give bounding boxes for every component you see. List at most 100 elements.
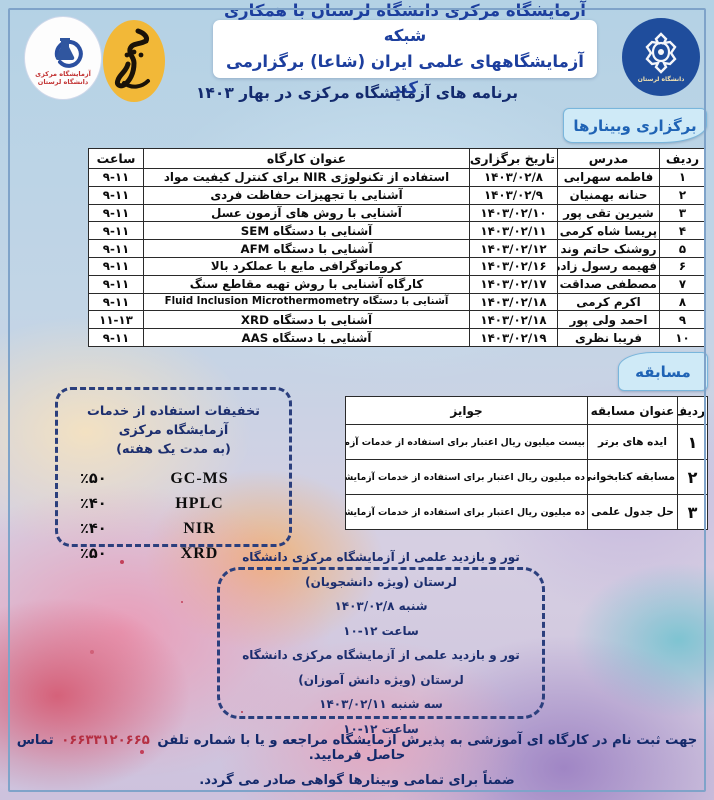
prize-cell: بیست میلیون ریال اعتبار برای استفاده از … bbox=[345, 424, 588, 460]
webinar-row: ۲ حنانه بهمنیان ۱۴۰۳/۰۲/۹ آشنایی با تجهیزات… bbox=[88, 185, 706, 205]
poster-title: آزمایشگاه مرکزی دانشگاه لرستان با همکاری… bbox=[213, 1, 597, 97]
webinar-row: ۶ فهیمه رسول زاده ۱۴۰۳/۰۲/۱۶ کروماتوگرافی م… bbox=[88, 256, 706, 276]
shaa-calligraphy-icon bbox=[115, 28, 150, 89]
webinar-row: ۹ احمد ولی پور ۱۴۰۳/۰۲/۱۸ آشنایی با دستگاه … bbox=[88, 310, 706, 330]
date-cell: ۱۴۰۳/۰۲/۱۰ bbox=[469, 203, 558, 223]
date-cell: ۱۴۰۳/۰۲/۱۲ bbox=[469, 239, 558, 258]
competition-row: ۳ حل جدول علمی ده میلیون ریال اعتبار برای … bbox=[345, 494, 708, 530]
date-cell: ۱۴۰۳/۰۲/۱۱ bbox=[469, 221, 558, 241]
date-cell: ۱۴۰۳/۰۲/۱۶ bbox=[469, 256, 558, 276]
title-cell: آشنایی با دستگاه SEM bbox=[143, 221, 470, 241]
discount-percent: ٪۵۰ bbox=[80, 546, 107, 563]
date-cell: ۱۴۰۳/۰۲/۹ bbox=[469, 185, 558, 205]
paint-splatter bbox=[120, 560, 124, 564]
poster-title-line1: آزمایشگاه مرکزی دانشگاه لرستان با همکاری… bbox=[224, 0, 586, 46]
discount-item: ٪۴۰ HPLC bbox=[58, 492, 289, 517]
row-number-cell: ۴ bbox=[659, 221, 706, 241]
row-number-cell: ۸ bbox=[659, 292, 706, 312]
time-cell: ۹-۱۱ bbox=[88, 203, 144, 223]
competition-row: ۱ ایده های برتر بیست میلیون ریال اعتبار بر… bbox=[345, 424, 708, 460]
instructor-cell: پریسا شاه کرمی bbox=[557, 221, 660, 241]
shaa-logo bbox=[103, 20, 165, 102]
tours-box: تور و بازدید علمی از آزمایشگاه مرکزی دان… bbox=[217, 550, 545, 736]
title-cell: کروماتوگرافی مایع با عملکرد بالا bbox=[143, 256, 470, 276]
discount-service: HPLC bbox=[175, 495, 224, 513]
webinars-table: ردیف مدرس تاریخ برگزاری عنوان کارگاه ساع… bbox=[88, 148, 706, 347]
competition-title-cell: حل جدول علمی bbox=[587, 494, 678, 530]
tour-date-students: شنبه ۱۴۰۳/۰۲/۸ bbox=[334, 599, 428, 613]
university-name: دانشگاه لرستان bbox=[637, 76, 685, 83]
row-number-cell: ۳ bbox=[659, 203, 706, 223]
phone-number: ۰۶۶۳۳۱۲۰۶۶۵ bbox=[61, 733, 150, 748]
row-number-cell: ۱۰ bbox=[659, 328, 706, 347]
webinar-row: ۸ اکرم کرمی ۱۴۰۳/۰۲/۱۸ آشنایی با دستگاه Flu… bbox=[88, 292, 706, 312]
flask-icon bbox=[54, 37, 83, 68]
title-cell: آشنایی با دستگاه XRD bbox=[143, 310, 470, 330]
competition-row: ۲ مسابقه کتابخوانی ده میلیون ریال اعتبار ب… bbox=[345, 459, 708, 495]
registration-note: جهت ثبت نام در کارگاه ای آموزشی به پذیرش… bbox=[16, 733, 698, 763]
row-number-cell: ۶ bbox=[659, 256, 706, 276]
section-label-webinars: برگزاری وبینارها bbox=[563, 108, 707, 143]
instructor-cell: فاطمه سهرابی bbox=[557, 168, 660, 187]
webinar-row: ۱ فاطمه سهرابی ۱۴۰۳/۰۲/۸ استفاده از تکنولوژ… bbox=[88, 168, 706, 187]
col-time: ساعت bbox=[88, 148, 144, 169]
discount-percent: ٪۴۰ bbox=[80, 521, 107, 538]
discounts-box: تخفیفات استفاده از خدمات آزمایشگاه مرکزی… bbox=[55, 387, 292, 562]
row-number-cell: ۷ bbox=[659, 274, 706, 294]
instructor-cell: حنانه بهمنیان bbox=[557, 185, 660, 205]
university-emblem-icon bbox=[645, 32, 677, 74]
prize-cell: ده میلیون ریال اعتبار برای استفاده از خد… bbox=[345, 494, 588, 530]
time-cell: ۹-۱۱ bbox=[88, 256, 144, 276]
discount-percent: ٪۵۰ bbox=[80, 471, 107, 488]
central-lab-logo: آزمایشگاه مرکزی دانشگاه لرستان bbox=[24, 16, 102, 100]
competition-title-cell: ایده های برتر bbox=[587, 424, 678, 460]
discounts-list: ٪۵۰ GC-MS ٪۴۰ HPLC ٪۴۰ NIR ٪۵۰ XRD bbox=[58, 467, 289, 567]
row-number-cell: ۵ bbox=[659, 239, 706, 258]
discount-percent: ٪۴۰ bbox=[80, 496, 107, 513]
title-cell: آشنایی با دستگاه AAS bbox=[143, 328, 470, 347]
university-logo: دانشگاه لرستان bbox=[622, 18, 700, 96]
title-cell: آشنایی با تجهیزات حفاظت فردی bbox=[143, 185, 470, 205]
col-prize: جوایز bbox=[345, 396, 588, 425]
certificate-note: ضمناً برای تمامی وبینارها گواهی صادر می … bbox=[199, 773, 515, 788]
discount-service: XRD bbox=[180, 545, 219, 563]
competition-header-row: ردیف عنوان مسابقه جوایز bbox=[345, 396, 708, 425]
col-title: عنوان کارگاه bbox=[143, 148, 470, 169]
time-cell: ۹-۱۱ bbox=[88, 292, 144, 312]
time-cell: ۹-۱۱ bbox=[88, 328, 144, 347]
title-cell: استفاده از تکنولوژی NIR برای کنترل کیفیت… bbox=[143, 168, 470, 187]
discounts-title-line2: (به مدت یک هفته) bbox=[116, 442, 231, 458]
tour-time-pupils: ساعت ۱۰-۱۲ bbox=[343, 721, 419, 736]
date-cell: ۱۴۰۳/۰۲/۱۷ bbox=[469, 274, 558, 294]
tour-title-pupils: تور و بازدید علمی از آزمایشگاه مرکزی دان… bbox=[242, 648, 520, 687]
instructor-cell: احمد ولی پور bbox=[557, 310, 660, 330]
discount-item: ٪۴۰ NIR bbox=[58, 517, 289, 542]
webinar-row: ۴ پریسا شاه کرمی ۱۴۰۳/۰۲/۱۱ آشنایی با دستگا… bbox=[88, 221, 706, 241]
title-cell: کارگاه آشنایی با روش تهیه مقاطع سنگ bbox=[143, 274, 470, 294]
instructor-cell: اکرم کرمی bbox=[557, 292, 660, 312]
tour-title-students: تور و بازدید علمی از آزمایشگاه مرکزی دان… bbox=[242, 550, 520, 589]
title-cell: آشنایی با روش های آزمون عسل bbox=[143, 203, 470, 223]
discount-service: GC-MS bbox=[170, 470, 229, 488]
discounts-title-line1: تخفیفات استفاده از خدمات آزمایشگاه مرکزی bbox=[87, 404, 260, 439]
date-cell: ۱۴۰۳/۰۲/۱۸ bbox=[469, 310, 558, 330]
tour-date-pupils: سه شنبه ۱۴۰۳/۰۲/۱۱ bbox=[319, 697, 443, 711]
webinar-row: ۳ شیرین تقی پور ۱۴۰۳/۰۲/۱۰ آشنایی با روش ها… bbox=[88, 203, 706, 223]
date-cell: ۱۴۰۳/۰۲/۸ bbox=[469, 168, 558, 187]
row-number-cell: ۱ bbox=[659, 168, 706, 187]
webinar-row: ۵ روشنک حاتم وند ۱۴۰۳/۰۲/۱۲ آشنایی با دستگا… bbox=[88, 239, 706, 258]
prize-cell: ده میلیون ریال اعتبار برای استفاده از خد… bbox=[345, 459, 588, 495]
row-number-cell: ۱ bbox=[677, 424, 708, 460]
col-no: ردیف bbox=[659, 148, 706, 169]
row-number-cell: ۲ bbox=[659, 185, 706, 205]
tour-time-students: ساعت ۱۰-۱۲ bbox=[343, 623, 419, 638]
time-cell: ۹-۱۱ bbox=[88, 221, 144, 241]
instructor-cell: فریبا نظری bbox=[557, 328, 660, 347]
title-cell: آشنایی با دستگاه AFM bbox=[143, 239, 470, 258]
col-no: ردیف bbox=[677, 396, 708, 425]
poster-subtitle: برنامه های آزمایشگاه مرکزی در بهار ۱۴۰۳ bbox=[195, 84, 519, 102]
discount-service: NIR bbox=[183, 520, 216, 538]
footer: جهت ثبت نام در کارگاه ای آموزشی به پذیرش… bbox=[0, 733, 714, 788]
